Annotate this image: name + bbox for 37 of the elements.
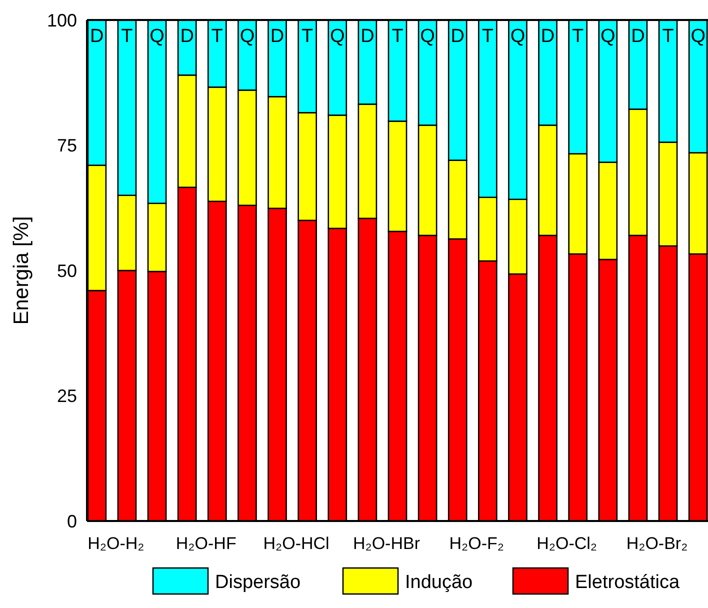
legend-label: Dispersão — [215, 572, 301, 593]
x-tick-label: Q — [420, 26, 435, 47]
y-tick-label: 50 — [56, 260, 77, 281]
x-tick-label: T — [392, 26, 404, 47]
text: H₂O-Br₂ — [626, 534, 688, 553]
text: H₂O-HBr — [352, 534, 420, 553]
x-tick-label: D — [270, 26, 284, 47]
y-axis-title: Energia [%] — [10, 216, 33, 325]
x-tick-label: D — [450, 26, 464, 47]
x-tick-label: D — [631, 26, 645, 47]
legend-label: Indução — [405, 572, 473, 593]
x-tick-label: D — [540, 26, 555, 47]
x-tick-label: D — [90, 26, 104, 47]
y-tick-label: 25 — [56, 386, 77, 406]
text: H₂O-H₂ — [88, 534, 144, 553]
x-tick-label: Q — [240, 26, 255, 47]
x-tick-label: T — [211, 26, 224, 47]
text: H₂O-Cl₂ — [536, 534, 598, 553]
x-tick-label: Q — [510, 26, 526, 47]
x-tick-label: Q — [330, 26, 345, 47]
x-tick-label: D — [180, 26, 194, 47]
x-tick-label: T — [121, 26, 134, 47]
x-tick-label: D — [360, 26, 374, 47]
text: H₂O-HF — [176, 534, 236, 553]
text: H₂O-F₂ — [449, 534, 504, 553]
x-tick-label: T — [302, 26, 314, 47]
y-tick-label: 100 — [46, 10, 77, 30]
legend-label: Eletrostática — [575, 572, 680, 593]
x-tick-label: Q — [600, 26, 616, 47]
x-tick-label: T — [662, 26, 674, 47]
y-tick-label: 0 — [66, 511, 77, 532]
y-tick-label: 75 — [56, 136, 77, 156]
x-tick-label: Q — [150, 26, 164, 47]
x-tick-label: T — [482, 26, 494, 47]
x-tick-label: T — [572, 26, 584, 47]
text: H₂O-HCl — [263, 534, 330, 553]
x-tick-label: Q — [690, 26, 706, 47]
